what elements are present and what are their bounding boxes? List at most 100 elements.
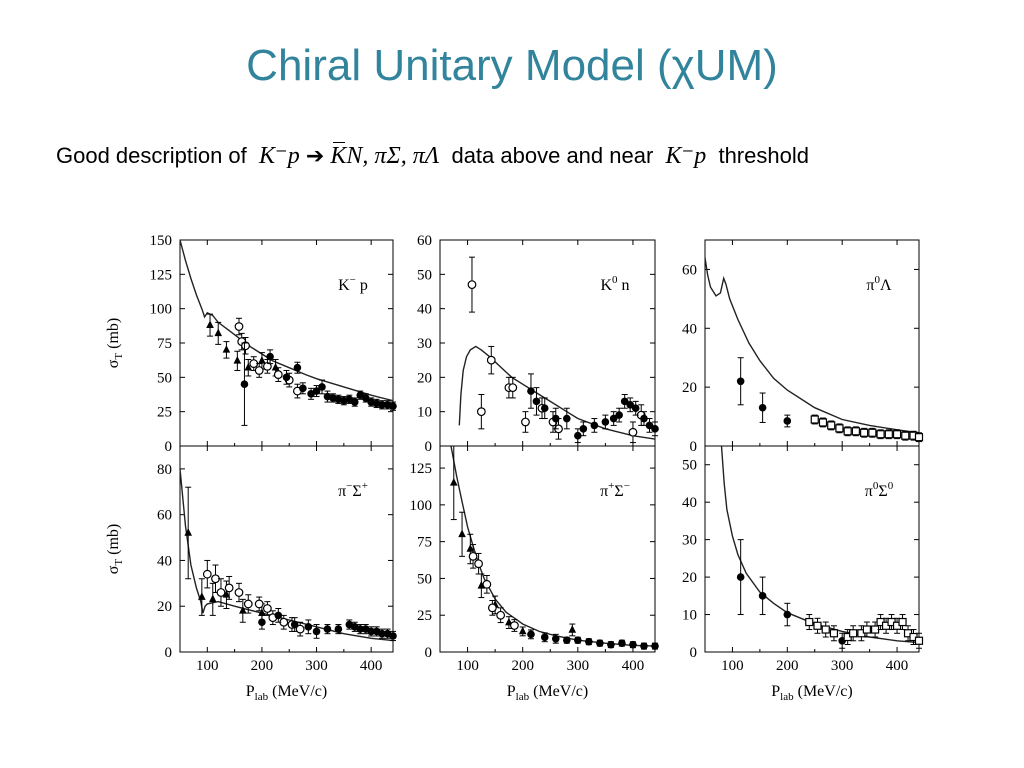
- y-tick-label: 75: [157, 336, 172, 352]
- x-tick-label: 100: [456, 658, 479, 674]
- data-point-filled-circle: [562, 636, 571, 645]
- data-point-filled-circle: [562, 414, 571, 423]
- data-point-open-circle: [254, 366, 264, 375]
- data-point-open-square: [901, 431, 910, 440]
- data-point-open-circle: [474, 559, 483, 569]
- data-point-filled-circle: [378, 401, 386, 409]
- data-point-filled-circle: [615, 411, 623, 419]
- x-tick-label: 400: [622, 658, 645, 674]
- chart-panel-4: 0 20 40 60 80 100 200 300 400 σT (mb) Plab (MeV/c)…: [105, 445, 397, 703]
- x-tick-label: 200: [251, 658, 274, 674]
- subtitle-kbar: K: [330, 140, 346, 172]
- y-tick-label: 0: [165, 439, 173, 455]
- data-point-filled-circle: [585, 637, 593, 646]
- data-point-triangle: [214, 328, 223, 337]
- data-point-open-circle: [254, 599, 264, 609]
- y-tick-label: 125: [150, 267, 173, 283]
- y-tick-label: 50: [682, 458, 697, 474]
- data-point-open-square: [835, 424, 844, 433]
- chart-panel-5: 0 25 50 75 100 125 100 200 300 400 Plab (MeV/c) π+Σ…: [410, 445, 659, 703]
- data-point-open-circle: [508, 383, 518, 393]
- y-tick-label: 150: [150, 233, 173, 249]
- data-point-filled-circle: [551, 414, 560, 423]
- data-point-open-circle: [241, 341, 250, 351]
- data-point-filled-circle: [274, 611, 283, 620]
- data-point-filled-circle: [783, 610, 792, 619]
- data-point-filled-circle: [299, 384, 307, 393]
- y-tick-label: 75: [417, 535, 432, 551]
- data-point-triangle: [239, 606, 247, 614]
- y-tick-label: 50: [417, 267, 432, 283]
- data-point-triangle: [466, 544, 475, 552]
- data-point-open-circle: [482, 579, 492, 589]
- y-tick-label: 60: [157, 508, 172, 524]
- y-tick-label: 20: [417, 370, 432, 386]
- data-point-filled-circle: [258, 618, 266, 627]
- data-point-filled-circle: [574, 431, 582, 440]
- data-point-open-circle: [273, 370, 283, 379]
- data-point-filled-circle: [527, 387, 535, 395]
- data-point-triangle: [258, 608, 266, 616]
- data-point-open-square: [898, 617, 907, 627]
- data-point-open-circle: [262, 604, 272, 613]
- data-point-filled-circle: [640, 642, 648, 650]
- y-tick-label: 0: [690, 645, 698, 661]
- data-point-triangle: [222, 345, 231, 353]
- data-point-open-square: [862, 625, 871, 634]
- data-point-filled-circle: [293, 363, 302, 372]
- y-tick-label: 0: [165, 645, 173, 661]
- data-point-filled-circle: [620, 397, 629, 406]
- data-point-open-circle: [468, 551, 478, 561]
- x-axis-label: Plab (MeV/c): [771, 683, 852, 703]
- data-point-open-circle: [224, 583, 234, 593]
- x-tick-label: 300: [831, 658, 854, 674]
- data-point-open-circle: [243, 599, 253, 609]
- x-axis-label: Plab (MeV/c): [507, 683, 588, 703]
- y-tick-label: 20: [682, 380, 697, 396]
- data-point-filled-circle: [640, 414, 648, 423]
- data-point-open-square: [810, 415, 819, 424]
- data-point-filled-circle: [312, 387, 321, 395]
- y-tick-label: 25: [157, 405, 172, 421]
- x-tick-label: 200: [511, 658, 534, 674]
- y-tick-label: 100: [150, 302, 173, 318]
- data-point-filled-circle: [736, 377, 745, 386]
- data-point-open-circle: [467, 280, 477, 290]
- data-point-filled-circle: [389, 632, 397, 640]
- data-point-open-square: [818, 418, 828, 427]
- y-tick-label: 10: [682, 608, 697, 624]
- theory-curve: [720, 445, 920, 644]
- data-point-filled-circle: [367, 627, 375, 636]
- x-tick-label: 300: [567, 658, 590, 674]
- theory-curve: [179, 239, 394, 402]
- data-point-filled-circle: [601, 418, 610, 426]
- data-point-filled-circle: [356, 625, 365, 633]
- y-tick-label: 40: [682, 321, 697, 337]
- chart-panel-6: 0 10 20 30 40 50 100 200 300 400 Plab (MeV/c) π0Σ0: [682, 445, 924, 703]
- y-tick-label: 40: [682, 495, 697, 511]
- data-point-filled-circle: [304, 623, 313, 631]
- x-tick-label: 200: [776, 658, 799, 674]
- data-point-triangle: [222, 589, 231, 598]
- data-point-triangle: [449, 477, 458, 486]
- data-point-open-circle: [486, 355, 496, 365]
- y-tick-label: 30: [417, 336, 432, 352]
- x-tick-label: 400: [360, 658, 383, 674]
- reaction-arrow-icon: ➔: [305, 144, 325, 169]
- data-point-open-circle: [234, 322, 244, 331]
- data-point-filled-circle: [645, 421, 654, 430]
- y-tick-label: 10: [417, 405, 432, 421]
- data-point-open-square: [860, 428, 869, 437]
- y-tick-label: 125: [410, 461, 433, 477]
- data-point-open-square: [827, 421, 836, 430]
- data-point-open-square: [843, 427, 852, 436]
- x-tick-label: 300: [305, 658, 328, 674]
- channel-label: π+Σ−: [600, 480, 630, 500]
- y-tick-label: 0: [425, 439, 433, 455]
- data-point-filled-circle: [361, 394, 370, 402]
- data-point-filled-circle: [551, 634, 560, 643]
- y-tick-label: 40: [417, 302, 432, 318]
- plot-frame: [179, 239, 394, 447]
- data-point-open-square: [829, 629, 839, 638]
- y-tick-label: 20: [157, 599, 172, 615]
